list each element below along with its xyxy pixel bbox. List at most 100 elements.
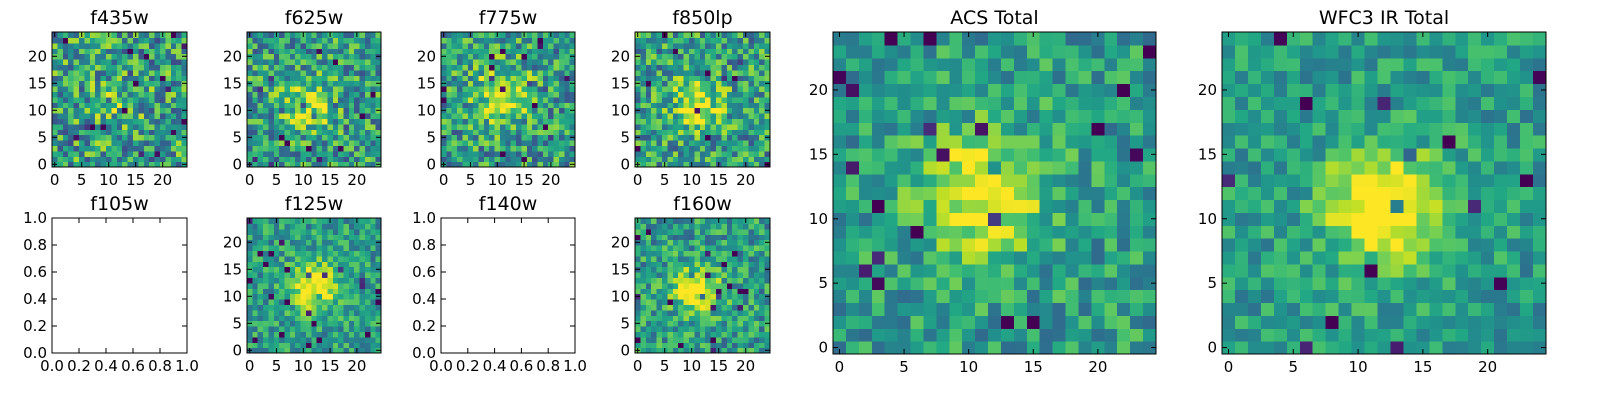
image-pixel — [753, 53, 760, 60]
image-pixel — [305, 342, 312, 349]
image-pixel — [672, 86, 679, 92]
image-pixel — [1533, 315, 1547, 329]
image-pixel — [133, 64, 139, 71]
image-pixel — [510, 113, 517, 119]
image-pixel — [662, 336, 668, 343]
image-pixel — [710, 342, 717, 349]
image-pixel — [569, 64, 576, 71]
image-pixel — [1026, 70, 1041, 85]
image-pixel — [651, 234, 658, 241]
image-pixel — [1442, 250, 1456, 265]
image-pixel — [263, 37, 270, 44]
image-pixel — [451, 32, 458, 38]
image-pixel — [689, 118, 695, 125]
image-pixel — [268, 53, 275, 60]
image-pixel — [289, 234, 296, 241]
image-pixel — [694, 91, 701, 98]
image-pixel — [640, 223, 647, 230]
image-pixel — [364, 250, 371, 257]
image-pixel — [160, 86, 166, 92]
image-pixel — [73, 161, 80, 168]
image-pixel — [699, 118, 706, 125]
image-pixel — [473, 86, 480, 92]
image-pixel — [732, 250, 739, 257]
image-pixel — [441, 102, 447, 109]
image-pixel — [759, 161, 766, 168]
image-pixel — [988, 109, 1002, 123]
image-pixel — [73, 37, 80, 44]
image-pixel — [721, 113, 728, 119]
image-pixel — [359, 223, 366, 230]
image-pixel — [753, 282, 760, 289]
image-pixel — [451, 161, 458, 168]
image-pixel — [923, 160, 937, 175]
image-pixel — [79, 48, 85, 55]
image-pixel — [322, 228, 328, 235]
image-pixel — [764, 37, 771, 44]
image-pixel — [311, 156, 318, 163]
image-pixel — [672, 309, 679, 316]
image-pixel — [753, 255, 760, 262]
image-pixel — [300, 113, 307, 119]
image-pixel — [441, 123, 447, 130]
image-pixel — [483, 59, 490, 65]
image-pixel — [494, 113, 501, 119]
image-pixel — [295, 228, 302, 235]
image-pixel — [1403, 315, 1417, 329]
image-pixel — [683, 102, 690, 109]
image-pixel — [1117, 186, 1131, 201]
image-pixel — [170, 140, 177, 146]
image-pixel — [257, 96, 264, 103]
image-pixel — [1143, 238, 1157, 252]
image-pixel — [1234, 186, 1249, 201]
image-pixel — [263, 309, 270, 316]
image-pixel — [338, 86, 345, 92]
image-pixel — [521, 37, 528, 44]
image-pixel — [305, 272, 312, 278]
image-pixel — [289, 299, 296, 305]
image-pixel — [160, 118, 166, 125]
image-pixel — [833, 44, 847, 59]
image-pixel — [494, 134, 501, 141]
image-pixel — [327, 320, 334, 327]
image-pixel — [284, 53, 291, 60]
image-pixel — [1390, 212, 1405, 226]
panel-title: f625w — [285, 7, 344, 29]
image-pixel — [737, 326, 744, 332]
image-pixel — [370, 272, 377, 278]
image-pixel — [375, 326, 382, 332]
image-pixel — [721, 145, 728, 152]
image-pixel — [322, 102, 328, 109]
y-tick-label: 20 — [611, 47, 630, 65]
image-pixel — [289, 315, 296, 322]
image-pixel — [705, 336, 712, 343]
image-pixel — [662, 326, 668, 332]
image-pixel — [343, 150, 350, 157]
image-pixel — [343, 272, 350, 278]
image-pixel — [170, 123, 177, 130]
image-pixel — [68, 42, 75, 49]
image-pixel — [656, 140, 663, 146]
image-pixel — [716, 91, 722, 98]
image-pixel — [732, 161, 739, 168]
image-pixel — [753, 277, 760, 284]
image-pixel — [672, 250, 679, 257]
image-pixel — [462, 37, 469, 44]
image-pixel — [348, 86, 355, 92]
image-pixel — [748, 150, 755, 157]
image-pixel — [375, 150, 382, 157]
image-pixel — [1468, 289, 1482, 304]
image-pixel — [672, 37, 679, 44]
image-pixel — [651, 245, 658, 251]
image-pixel — [338, 48, 345, 55]
image-pixel — [871, 238, 886, 252]
image-pixel — [678, 150, 685, 157]
image-pixel — [1117, 32, 1131, 46]
image-pixel — [662, 299, 668, 305]
image-pixel — [672, 150, 679, 157]
image-pixel — [910, 276, 925, 291]
image-pixel — [569, 37, 576, 44]
image-pixel — [672, 288, 679, 295]
image-pixel — [316, 32, 323, 38]
image-pixel — [689, 134, 695, 141]
